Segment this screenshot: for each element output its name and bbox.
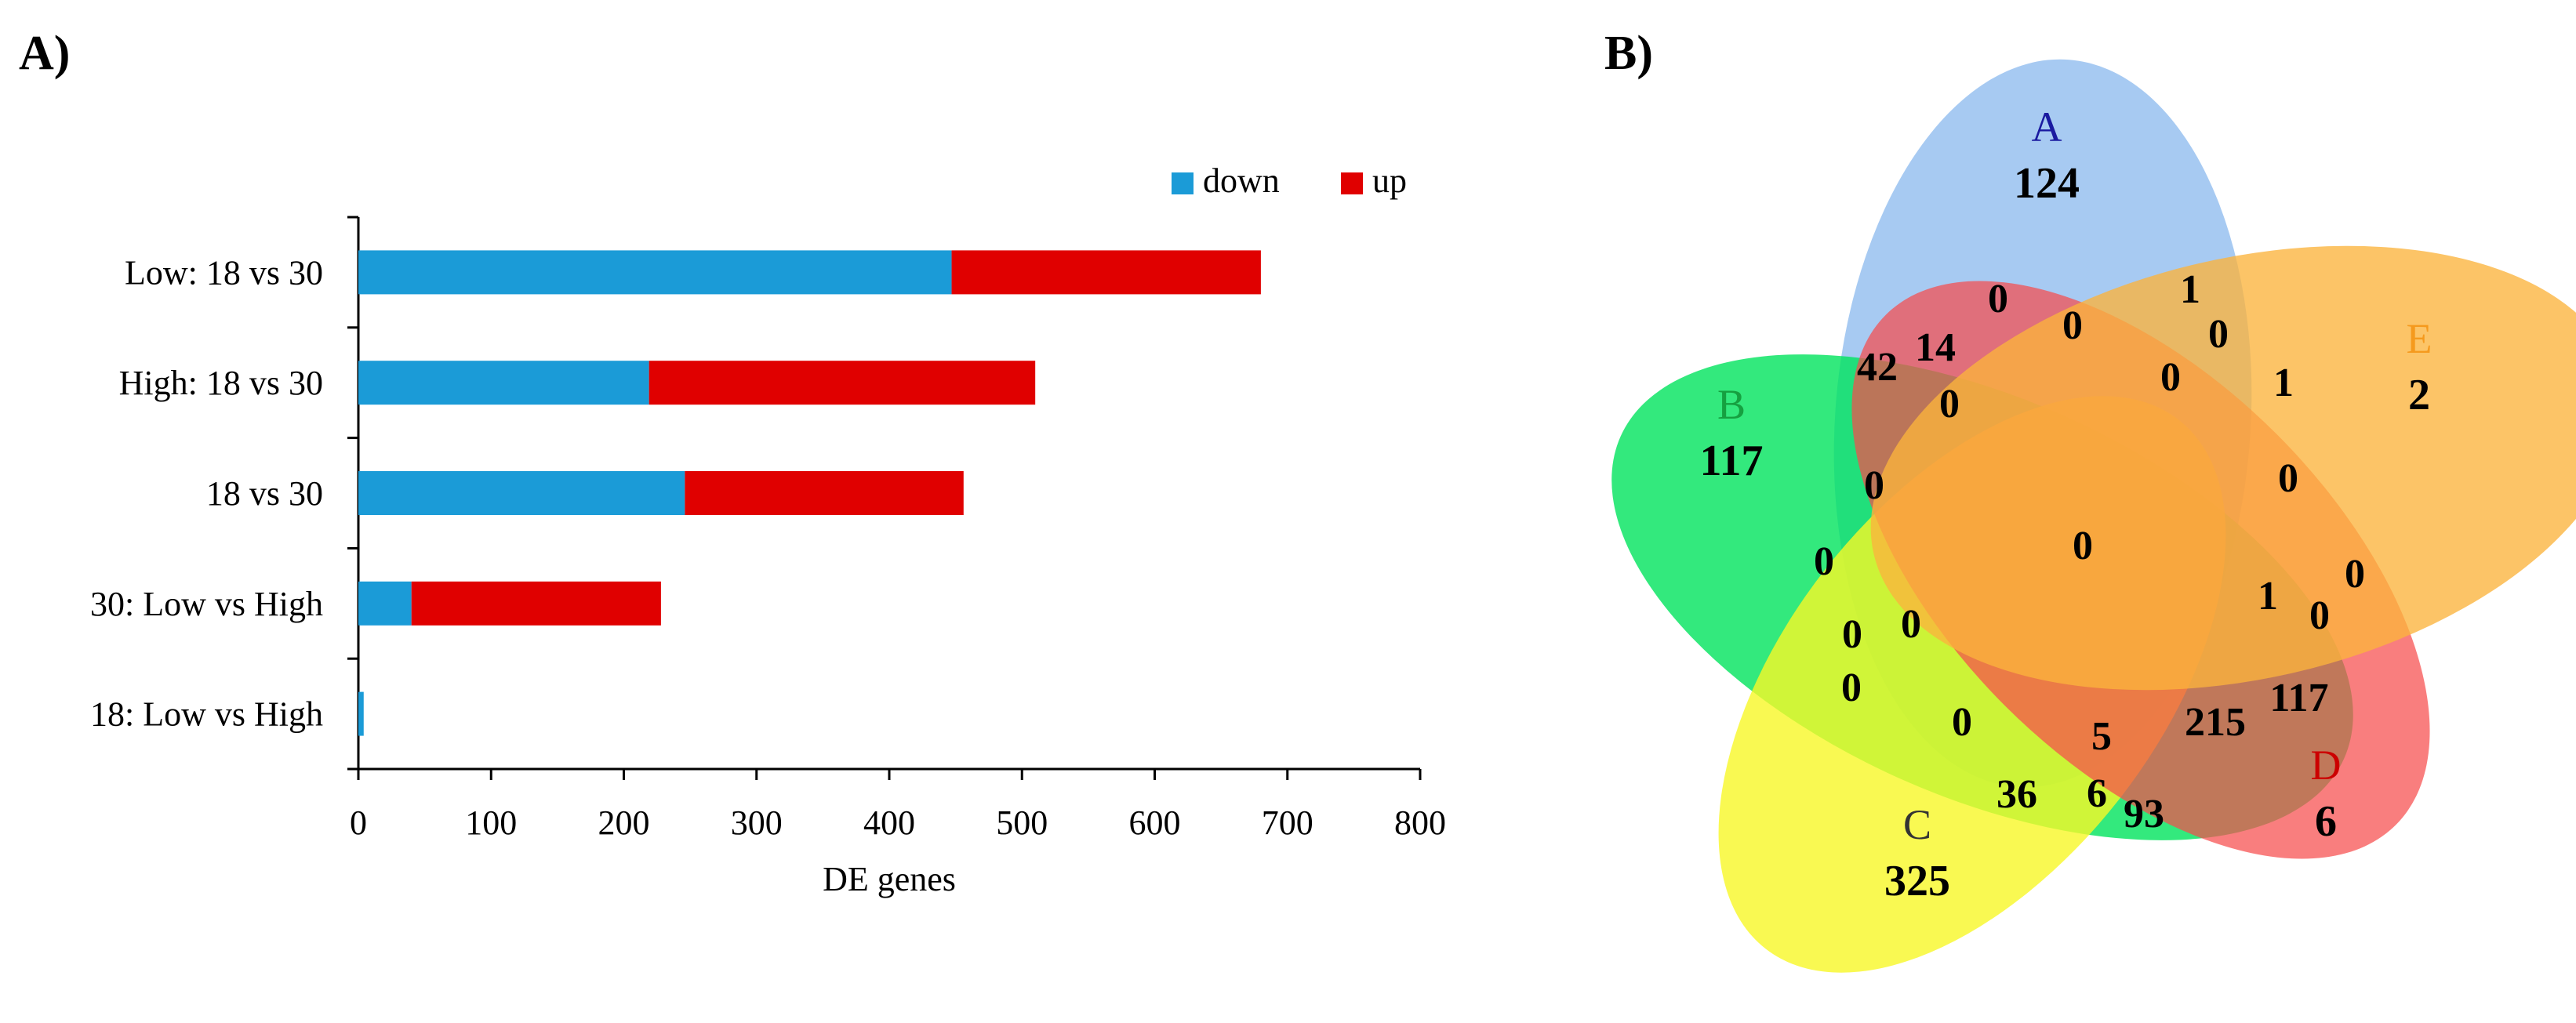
venn-region-count: 0 — [1939, 382, 1960, 426]
x-tick-label: 800 — [1394, 804, 1446, 842]
venn-region-count: 1 — [2258, 574, 2278, 619]
venn-region-count: 0 — [1842, 612, 1862, 657]
venn-region-count: 0 — [1901, 602, 1921, 647]
x-tick-label: 300 — [731, 804, 783, 842]
category-label: 18 vs 30 — [206, 474, 323, 513]
set-d-label: D — [2311, 742, 2342, 789]
set-a-count: 124 — [2014, 159, 2080, 208]
venn-region-count: 0 — [1814, 539, 1834, 584]
set-d-count: 6 — [2315, 797, 2337, 846]
legend-label-up: up — [1372, 161, 1407, 200]
set-b-label: B — [1717, 381, 1746, 428]
x-tick-label: 700 — [1262, 804, 1313, 842]
panel-a-label: A) — [19, 27, 70, 80]
x-tick-label: 0 — [350, 804, 367, 842]
category-label: 30: Low vs High — [90, 585, 323, 623]
bar-down — [358, 250, 952, 295]
bar-up — [685, 471, 964, 515]
x-tick-label: 100 — [465, 804, 517, 842]
x-tick-label: 400 — [863, 804, 915, 842]
venn-region-count: 5 — [2091, 714, 2112, 759]
venn-region-count: 6 — [2087, 771, 2107, 816]
category-labels: Low: 18 vs 30 High: 18 vs 30 18 vs 30 30: L… — [90, 253, 323, 733]
venn-region-count: 93 — [2124, 792, 2164, 836]
bars — [358, 250, 1261, 736]
bar-up — [951, 250, 1261, 295]
panel-b-label: B) — [1604, 27, 1653, 80]
venn-region-count: 14 — [1915, 325, 1956, 370]
bar-down — [358, 581, 412, 626]
venn-region-count: 117 — [2269, 676, 2328, 720]
set-a-label: A — [2032, 103, 2062, 151]
venn-set-e — [1870, 245, 2576, 691]
bar-down — [358, 691, 364, 736]
venn-region-count: 0 — [2073, 524, 2093, 568]
bar-down — [358, 361, 649, 405]
bar-up — [649, 361, 1036, 405]
x-tick-label: 500 — [996, 804, 1048, 842]
x-axis-title: DE genes — [823, 860, 956, 898]
venn-region-count: 0 — [1988, 277, 2008, 321]
legend-swatch-down — [1172, 172, 1194, 194]
set-c-label: C — [1903, 801, 1931, 848]
y-tick-marks — [347, 216, 358, 771]
set-b-count: 117 — [1700, 437, 1764, 485]
venn-region-count: 36 — [1996, 772, 2037, 817]
venn-region-count: 0 — [1841, 666, 1862, 710]
venn-region-count: 42 — [1857, 345, 1898, 390]
category-label: Low: 18 vs 30 — [125, 253, 323, 292]
venn-region-count: 0 — [2278, 456, 2298, 501]
legend-label-down: down — [1203, 161, 1280, 200]
set-c-count: 325 — [1884, 857, 1950, 905]
venn-region-count: 1 — [2273, 361, 2294, 405]
venn-region-count: 0 — [1864, 463, 1884, 508]
category-label: 18: Low vs High — [90, 695, 323, 734]
venn-region-count: 0 — [2345, 552, 2365, 597]
set-e-count: 2 — [2408, 371, 2430, 419]
legend-swatch-up — [1341, 172, 1363, 194]
venn-region-count: 0 — [1952, 700, 1972, 745]
venn-region-count: 0 — [2160, 355, 2181, 400]
venn-region-count: 0 — [2208, 312, 2229, 357]
bar-up — [411, 581, 661, 626]
category-label: High: 18 vs 30 — [119, 364, 323, 402]
venn-diagram: A 124 B 117 C 325 D 6 E 2 0 1 0 0 1 42 1… — [1611, 59, 2576, 973]
venn-region-count: 0 — [2062, 303, 2083, 348]
venn-region-count: 215 — [2185, 700, 2246, 745]
x-tick-label: 600 — [1129, 804, 1181, 842]
x-ticks: 0 100 200 300 400 500 600 700 800 — [350, 769, 1446, 842]
venn-region-count: 1 — [2180, 267, 2200, 312]
bar-chart: 0 100 200 300 400 500 600 700 800 Low: 18 vs 30 H… — [90, 161, 1446, 898]
venn-region-count: 0 — [2309, 593, 2330, 638]
x-tick-label: 200 — [598, 804, 650, 842]
set-e-label: E — [2407, 315, 2432, 362]
bar-down — [358, 471, 685, 515]
legend: down up — [1172, 161, 1407, 200]
